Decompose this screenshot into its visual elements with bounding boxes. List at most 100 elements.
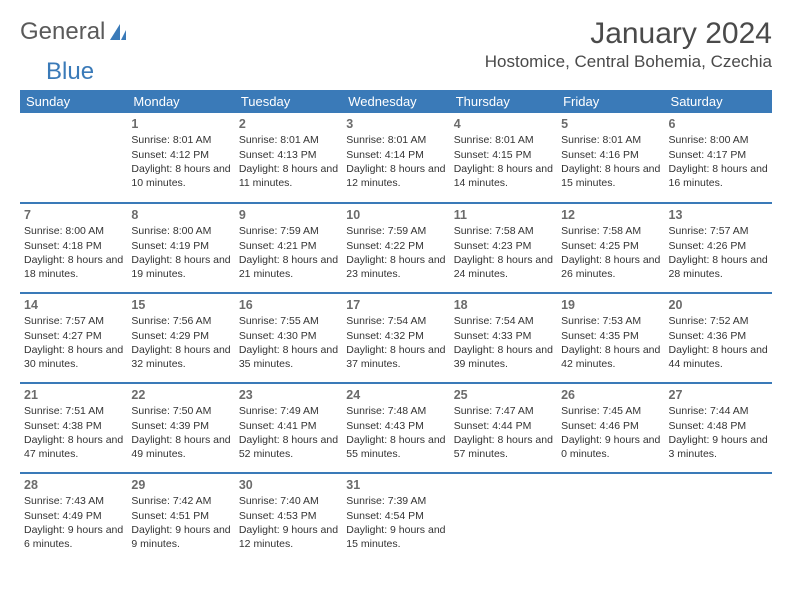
daylight-text: Daylight: 8 hours and 32 minutes. bbox=[131, 343, 230, 371]
calendar-day-cell: 11Sunrise: 7:58 AMSunset: 4:23 PMDayligh… bbox=[450, 203, 557, 293]
sunrise-text: Sunrise: 8:00 AM bbox=[24, 224, 123, 238]
calendar-day-cell: 29Sunrise: 7:42 AMSunset: 4:51 PMDayligh… bbox=[127, 473, 234, 563]
calendar-day-cell: 8Sunrise: 8:00 AMSunset: 4:19 PMDaylight… bbox=[127, 203, 234, 293]
daylight-text: Daylight: 8 hours and 23 minutes. bbox=[346, 253, 445, 281]
daylight-text: Daylight: 8 hours and 49 minutes. bbox=[131, 433, 230, 461]
calendar-day-cell: 14Sunrise: 7:57 AMSunset: 4:27 PMDayligh… bbox=[20, 293, 127, 383]
sunrise-text: Sunrise: 7:39 AM bbox=[346, 494, 445, 508]
sunset-text: Sunset: 4:15 PM bbox=[454, 148, 553, 162]
calendar-day-cell: 15Sunrise: 7:56 AMSunset: 4:29 PMDayligh… bbox=[127, 293, 234, 383]
calendar-week-row: 28Sunrise: 7:43 AMSunset: 4:49 PMDayligh… bbox=[20, 473, 772, 563]
day-number: 30 bbox=[239, 477, 338, 494]
day-number: 9 bbox=[239, 207, 338, 224]
calendar-day-cell: 3Sunrise: 8:01 AMSunset: 4:14 PMDaylight… bbox=[342, 113, 449, 203]
day-number: 28 bbox=[24, 477, 123, 494]
daylight-text: Daylight: 8 hours and 26 minutes. bbox=[561, 253, 660, 281]
calendar-day-cell: 6Sunrise: 8:00 AMSunset: 4:17 PMDaylight… bbox=[665, 113, 772, 203]
sunset-text: Sunset: 4:51 PM bbox=[131, 509, 230, 523]
sunset-text: Sunset: 4:27 PM bbox=[24, 329, 123, 343]
calendar-day-cell: 26Sunrise: 7:45 AMSunset: 4:46 PMDayligh… bbox=[557, 383, 664, 473]
daylight-text: Daylight: 8 hours and 19 minutes. bbox=[131, 253, 230, 281]
sunset-text: Sunset: 4:39 PM bbox=[131, 419, 230, 433]
calendar-day-cell: 22Sunrise: 7:50 AMSunset: 4:39 PMDayligh… bbox=[127, 383, 234, 473]
calendar-day-cell: 27Sunrise: 7:44 AMSunset: 4:48 PMDayligh… bbox=[665, 383, 772, 473]
weekday-header: Saturday bbox=[665, 90, 772, 113]
day-number: 18 bbox=[454, 297, 553, 314]
day-number: 12 bbox=[561, 207, 660, 224]
sunrise-text: Sunrise: 7:54 AM bbox=[454, 314, 553, 328]
calendar-week-row: 7Sunrise: 8:00 AMSunset: 4:18 PMDaylight… bbox=[20, 203, 772, 293]
sunset-text: Sunset: 4:29 PM bbox=[131, 329, 230, 343]
day-number: 4 bbox=[454, 116, 553, 133]
sunrise-text: Sunrise: 8:00 AM bbox=[131, 224, 230, 238]
day-number: 24 bbox=[346, 387, 445, 404]
calendar-day-cell: 28Sunrise: 7:43 AMSunset: 4:49 PMDayligh… bbox=[20, 473, 127, 563]
calendar-day-cell: 31Sunrise: 7:39 AMSunset: 4:54 PMDayligh… bbox=[342, 473, 449, 563]
daylight-text: Daylight: 8 hours and 42 minutes. bbox=[561, 343, 660, 371]
sunset-text: Sunset: 4:22 PM bbox=[346, 239, 445, 253]
calendar-day-cell: 7Sunrise: 8:00 AMSunset: 4:18 PMDaylight… bbox=[20, 203, 127, 293]
sunset-text: Sunset: 4:12 PM bbox=[131, 148, 230, 162]
sunrise-text: Sunrise: 7:54 AM bbox=[346, 314, 445, 328]
sunset-text: Sunset: 4:23 PM bbox=[454, 239, 553, 253]
day-number: 7 bbox=[24, 207, 123, 224]
daylight-text: Daylight: 9 hours and 12 minutes. bbox=[239, 523, 338, 551]
sunset-text: Sunset: 4:30 PM bbox=[239, 329, 338, 343]
month-title: January 2024 bbox=[485, 18, 772, 50]
sunrise-text: Sunrise: 7:59 AM bbox=[346, 224, 445, 238]
brand-blue: Blue bbox=[46, 58, 792, 86]
calendar-day-cell: 2Sunrise: 8:01 AMSunset: 4:13 PMDaylight… bbox=[235, 113, 342, 203]
calendar-week-row: 14Sunrise: 7:57 AMSunset: 4:27 PMDayligh… bbox=[20, 293, 772, 383]
sunrise-text: Sunrise: 8:01 AM bbox=[346, 133, 445, 147]
calendar-day-cell: 25Sunrise: 7:47 AMSunset: 4:44 PMDayligh… bbox=[450, 383, 557, 473]
sunset-text: Sunset: 4:38 PM bbox=[24, 419, 123, 433]
sunrise-text: Sunrise: 7:43 AM bbox=[24, 494, 123, 508]
sunrise-text: Sunrise: 7:47 AM bbox=[454, 404, 553, 418]
sunrise-text: Sunrise: 7:42 AM bbox=[131, 494, 230, 508]
sunrise-text: Sunrise: 7:51 AM bbox=[24, 404, 123, 418]
day-number: 23 bbox=[239, 387, 338, 404]
sunset-text: Sunset: 4:16 PM bbox=[561, 148, 660, 162]
sunrise-text: Sunrise: 7:50 AM bbox=[131, 404, 230, 418]
sunrise-text: Sunrise: 8:01 AM bbox=[131, 133, 230, 147]
sunset-text: Sunset: 4:43 PM bbox=[346, 419, 445, 433]
sunrise-text: Sunrise: 7:56 AM bbox=[131, 314, 230, 328]
day-number: 31 bbox=[346, 477, 445, 494]
day-number: 20 bbox=[669, 297, 768, 314]
calendar-week-row: 21Sunrise: 7:51 AMSunset: 4:38 PMDayligh… bbox=[20, 383, 772, 473]
calendar-day-cell: 19Sunrise: 7:53 AMSunset: 4:35 PMDayligh… bbox=[557, 293, 664, 383]
daylight-text: Daylight: 9 hours and 6 minutes. bbox=[24, 523, 123, 551]
day-number: 6 bbox=[669, 116, 768, 133]
calendar-day-cell: 5Sunrise: 8:01 AMSunset: 4:16 PMDaylight… bbox=[557, 113, 664, 203]
day-number: 26 bbox=[561, 387, 660, 404]
day-number: 13 bbox=[669, 207, 768, 224]
sunset-text: Sunset: 4:41 PM bbox=[239, 419, 338, 433]
brand-general: General bbox=[20, 18, 105, 46]
brand-logo: General bbox=[20, 18, 130, 46]
weekday-header: Sunday bbox=[20, 90, 127, 113]
sunset-text: Sunset: 4:14 PM bbox=[346, 148, 445, 162]
sunrise-text: Sunrise: 7:58 AM bbox=[454, 224, 553, 238]
weekday-header: Thursday bbox=[450, 90, 557, 113]
daylight-text: Daylight: 8 hours and 10 minutes. bbox=[131, 162, 230, 190]
calendar-day-cell: 1Sunrise: 8:01 AMSunset: 4:12 PMDaylight… bbox=[127, 113, 234, 203]
daylight-text: Daylight: 9 hours and 15 minutes. bbox=[346, 523, 445, 551]
day-number: 2 bbox=[239, 116, 338, 133]
weekday-header: Friday bbox=[557, 90, 664, 113]
calendar-day-cell: 9Sunrise: 7:59 AMSunset: 4:21 PMDaylight… bbox=[235, 203, 342, 293]
daylight-text: Daylight: 8 hours and 14 minutes. bbox=[454, 162, 553, 190]
day-number: 8 bbox=[131, 207, 230, 224]
day-number: 19 bbox=[561, 297, 660, 314]
logo-sail-icon bbox=[108, 22, 128, 42]
sunset-text: Sunset: 4:54 PM bbox=[346, 509, 445, 523]
daylight-text: Daylight: 8 hours and 16 minutes. bbox=[669, 162, 768, 190]
daylight-text: Daylight: 8 hours and 44 minutes. bbox=[669, 343, 768, 371]
sunrise-text: Sunrise: 7:48 AM bbox=[346, 404, 445, 418]
day-number: 27 bbox=[669, 387, 768, 404]
sunrise-text: Sunrise: 8:01 AM bbox=[454, 133, 553, 147]
sunrise-text: Sunrise: 7:49 AM bbox=[239, 404, 338, 418]
daylight-text: Daylight: 8 hours and 47 minutes. bbox=[24, 433, 123, 461]
sunset-text: Sunset: 4:13 PM bbox=[239, 148, 338, 162]
sunset-text: Sunset: 4:48 PM bbox=[669, 419, 768, 433]
daylight-text: Daylight: 8 hours and 52 minutes. bbox=[239, 433, 338, 461]
